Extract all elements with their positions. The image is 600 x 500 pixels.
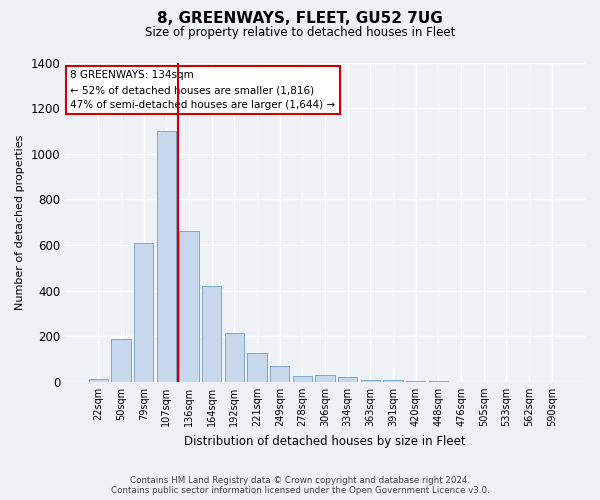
- Bar: [179, 232, 199, 382]
- Bar: [406, 381, 425, 382]
- Bar: [383, 380, 403, 382]
- Bar: [112, 338, 131, 382]
- Bar: [225, 333, 244, 382]
- Text: 8 GREENWAYS: 134sqm
← 52% of detached houses are smaller (1,816)
47% of semi-det: 8 GREENWAYS: 134sqm ← 52% of detached ho…: [70, 70, 335, 110]
- Bar: [157, 131, 176, 382]
- Bar: [361, 380, 380, 382]
- Text: Size of property relative to detached houses in Fleet: Size of property relative to detached ho…: [145, 26, 455, 39]
- Bar: [202, 286, 221, 382]
- Bar: [270, 366, 289, 382]
- Y-axis label: Number of detached properties: Number of detached properties: [15, 134, 25, 310]
- Text: 8, GREENWAYS, FLEET, GU52 7UG: 8, GREENWAYS, FLEET, GU52 7UG: [157, 11, 443, 26]
- Bar: [293, 376, 312, 382]
- X-axis label: Distribution of detached houses by size in Fleet: Distribution of detached houses by size …: [184, 434, 466, 448]
- Bar: [89, 378, 108, 382]
- Bar: [316, 375, 335, 382]
- Bar: [134, 243, 154, 382]
- Bar: [247, 354, 267, 382]
- Text: Contains HM Land Registry data © Crown copyright and database right 2024.
Contai: Contains HM Land Registry data © Crown c…: [110, 476, 490, 495]
- Bar: [338, 377, 358, 382]
